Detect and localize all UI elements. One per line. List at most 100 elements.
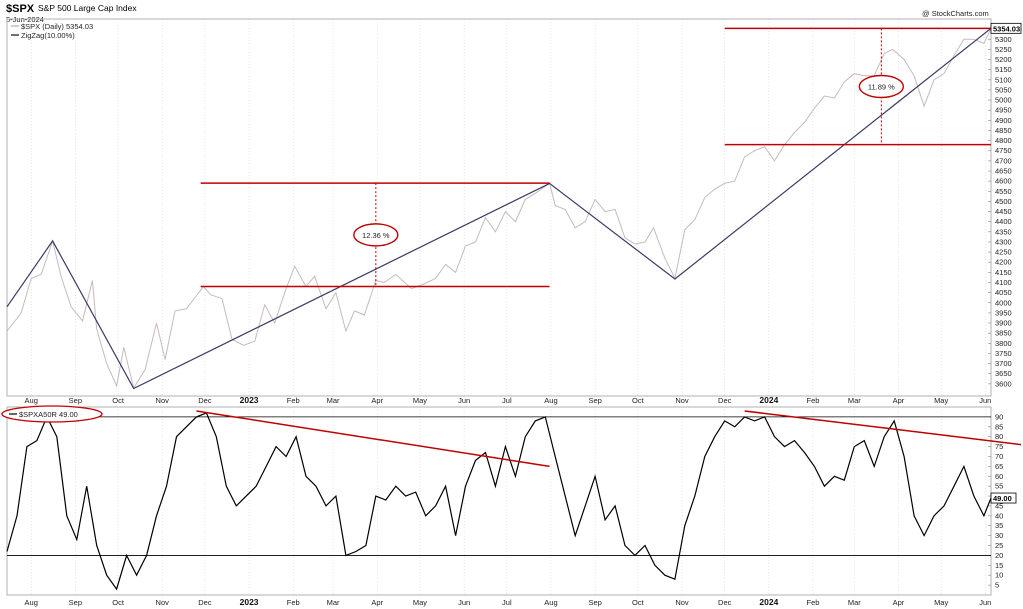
x-tick-label: Jun: [458, 598, 470, 607]
y-tick-label: 4150: [995, 268, 1012, 277]
y-tick-label: 20: [995, 551, 1003, 560]
indicator-trendline: [744, 410, 1022, 446]
x-tick-label: Apr: [893, 396, 905, 405]
x-tick-label: May: [934, 396, 948, 405]
y-tick-label: 4400: [995, 217, 1012, 226]
y-tick-label: 45: [995, 501, 1003, 510]
y-tick-label: 55: [995, 482, 1003, 491]
y-tick-label: 4950: [995, 106, 1012, 115]
annotation-ellipse: [353, 223, 399, 247]
indicator-last-value: 49.00: [993, 494, 1012, 503]
y-tick-label: 5050: [995, 85, 1012, 94]
y-tick-label: 5100: [995, 75, 1012, 84]
x-tick-label: Mar: [327, 598, 340, 607]
x-tick-label: Aug: [25, 598, 38, 607]
y-tick-label: 4450: [995, 207, 1012, 216]
y-tick-label: 90: [995, 412, 1003, 421]
y-tick-label: 4650: [995, 167, 1012, 176]
x-tick-label: Nov: [675, 598, 689, 607]
y-tick-label: 4850: [995, 126, 1012, 135]
y-tick-label: 40: [995, 511, 1003, 520]
legend-zigzag-label: ZigZag(10.00%): [21, 31, 75, 40]
y-tick-label: 4200: [995, 258, 1012, 267]
y-tick-label: 15: [995, 561, 1003, 570]
x-tick-label: Feb: [287, 396, 300, 405]
x-tick-label: Aug: [25, 396, 38, 405]
y-tick-label: 5000: [995, 96, 1012, 105]
annotation-ellipse: [858, 74, 905, 99]
y-tick-label: 3650: [995, 369, 1012, 378]
x-tick-label: Mar: [327, 396, 340, 405]
x-tick-label: Jul: [502, 598, 512, 607]
x-tick-label: Feb: [807, 598, 820, 607]
legend-indicator-label: $SPXA50R 49.00: [19, 410, 78, 419]
x-tick-label: Sep: [69, 396, 82, 405]
indicator-label-highlight: [1, 405, 103, 423]
y-tick-label: 5300: [995, 35, 1012, 44]
y-tick-label: 3950: [995, 308, 1012, 317]
x-tick-label: May: [934, 598, 948, 607]
x-tick-label: Nov: [675, 396, 689, 405]
y-tick-label: 4300: [995, 237, 1012, 246]
y-tick-label: 85: [995, 422, 1003, 431]
x-tick-label: Apr: [371, 396, 383, 405]
y-tick-label: 3750: [995, 349, 1012, 358]
y-tick-label: 3600: [995, 379, 1012, 388]
x-tick-label: Oct: [112, 598, 125, 607]
y-tick-label: 75: [995, 442, 1003, 451]
chart-symbol: $SPX: [6, 3, 35, 15]
y-tick-label: 4100: [995, 278, 1012, 287]
legend-price-label: $SPX (Daily) 5354.03: [21, 22, 93, 31]
x-tick-label: Jun: [979, 396, 991, 405]
percent-annotations: 12.36 % 11.89 %: [200, 27, 991, 288]
indicator-y-axis: 51015202530354045505560657075808590: [988, 412, 1003, 590]
x-tick-label: Feb: [807, 396, 820, 405]
x-tick-label: Feb: [287, 598, 300, 607]
x-tick-label: Oct: [112, 396, 125, 405]
annotation-percent-label: 11.89 %: [868, 82, 895, 91]
stockcharts-credit: @ StockCharts.com: [922, 9, 989, 18]
x-tick-label: 2023: [240, 597, 259, 607]
x-tick-label: Nov: [156, 396, 170, 405]
indicator-panel-frame: [6, 406, 992, 596]
y-tick-label: 4000: [995, 298, 1012, 307]
x-tick-label: Nov: [156, 598, 170, 607]
y-tick-label: 4050: [995, 288, 1012, 297]
y-tick-label: 4700: [995, 156, 1012, 165]
x-tick-label: 2024: [759, 597, 778, 607]
y-tick-label: 65: [995, 462, 1003, 471]
x-tick-label: Sep: [588, 396, 601, 405]
x-tick-label: Mar: [848, 598, 861, 607]
x-tick-label: Dec: [198, 396, 212, 405]
y-tick-label: 5250: [995, 45, 1012, 54]
x-tick-label: Apr: [893, 598, 905, 607]
x-tick-label: Jun: [458, 396, 470, 405]
y-tick-label: 10: [995, 571, 1003, 580]
x-tick-label: May: [413, 598, 427, 607]
y-tick-label: 4600: [995, 177, 1012, 186]
x-tick-label: Dec: [198, 598, 212, 607]
x-tick-label: Oct: [632, 396, 645, 405]
y-tick-label: 4500: [995, 197, 1012, 206]
x-tick-label: 2023: [240, 395, 259, 405]
price-panel-frame: [6, 18, 992, 397]
y-tick-label: 5150: [995, 65, 1012, 74]
y-tick-label: 3700: [995, 359, 1012, 368]
y-tick-label: 35: [995, 521, 1003, 530]
indicator-panel-grid: [30, 407, 986, 595]
x-tick-label: Oct: [632, 598, 645, 607]
indicator-last-value-tag: 49.00: [990, 492, 1017, 504]
y-tick-label: 80: [995, 432, 1003, 441]
y-tick-label: 4250: [995, 248, 1012, 257]
y-tick-label: 30: [995, 531, 1003, 540]
y-tick-label: 3800: [995, 339, 1012, 348]
price-x-axis: Aug Sep Oct Nov Dec 2023 Feb Mar Apr May Jun Jul Aug…: [25, 395, 992, 405]
y-tick-label: 3900: [995, 319, 1012, 328]
y-tick-label: 3850: [995, 329, 1012, 338]
x-tick-label: Dec: [718, 598, 732, 607]
y-tick-label: 4350: [995, 227, 1012, 236]
price-last-value-tag: 5354.03: [990, 22, 1022, 34]
price-last-value: 5354.03: [993, 24, 1020, 33]
y-tick-label: 4550: [995, 187, 1012, 196]
